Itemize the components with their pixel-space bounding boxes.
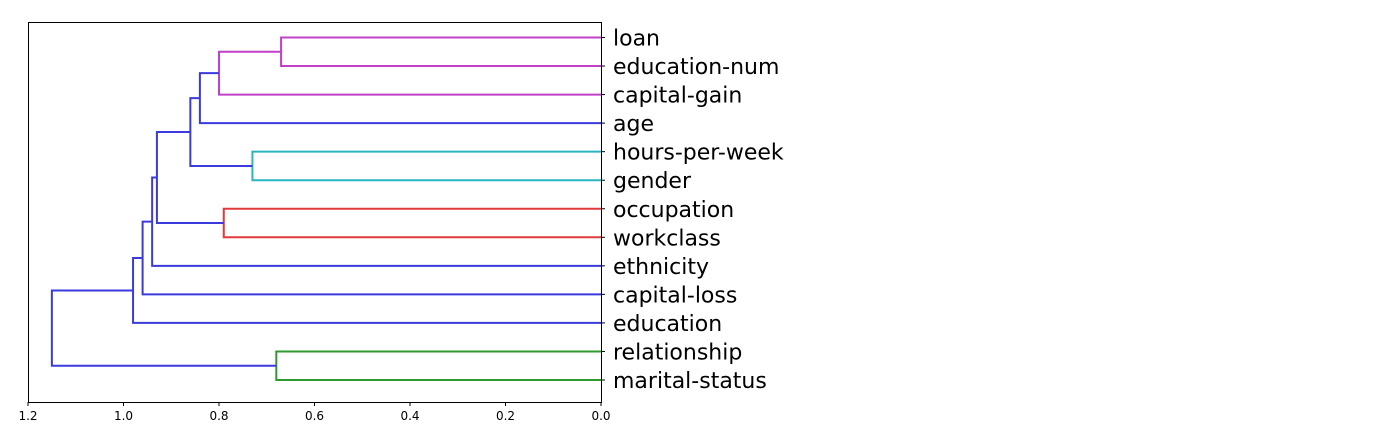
x-tick-label: 0.8 [209,409,228,423]
leaf-label-workclass: workclass [613,226,721,251]
leaf-label-age: age [613,112,654,137]
leaf-label-gender: gender [613,169,692,194]
x-tick-label: 1.2 [18,409,37,423]
x-axis: 1.2 1.0 0.8 0.6 0.4 0.2 0.0 [18,402,611,423]
plot-frame [28,22,602,403]
link-m8 [151,176,601,267]
leaf-label-hours-per-week: hours-per-week [613,141,784,166]
leaf-label-relationship: relationship [613,340,742,365]
leaf-label-marital-status: marital-status [613,369,767,394]
leaf-label-capital-loss: capital-loss [613,283,737,308]
link-m3 [198,72,601,125]
x-tick-label: 1.0 [114,409,133,423]
x-tick-label: 0.6 [305,409,324,423]
dendrogram-links [50,36,601,381]
leaf-label-ethnicity: ethnicity [613,255,709,280]
link-m9 [141,220,601,296]
link-m1 [280,36,601,68]
link-m4 [251,150,601,182]
link-m10 [132,257,601,324]
leaf-labels: loan education-num capital-gain age hours-pe… [601,27,784,394]
leaf-label-education: education [613,312,722,337]
link-m11 [275,350,601,381]
leaf-label-capital-gain: capital-gain [613,84,742,109]
link-m12 [50,289,277,367]
link-m2 [218,50,601,96]
x-tick-label: 0.0 [591,409,610,423]
x-tick-label: 0.2 [496,409,515,423]
leaf-label-loan: loan [613,27,660,52]
leaf-label-education-num: education-num [613,55,779,80]
x-tick-label: 0.4 [400,409,419,423]
leaf-label-occupation: occupation [613,198,734,223]
link-m6 [222,207,601,239]
